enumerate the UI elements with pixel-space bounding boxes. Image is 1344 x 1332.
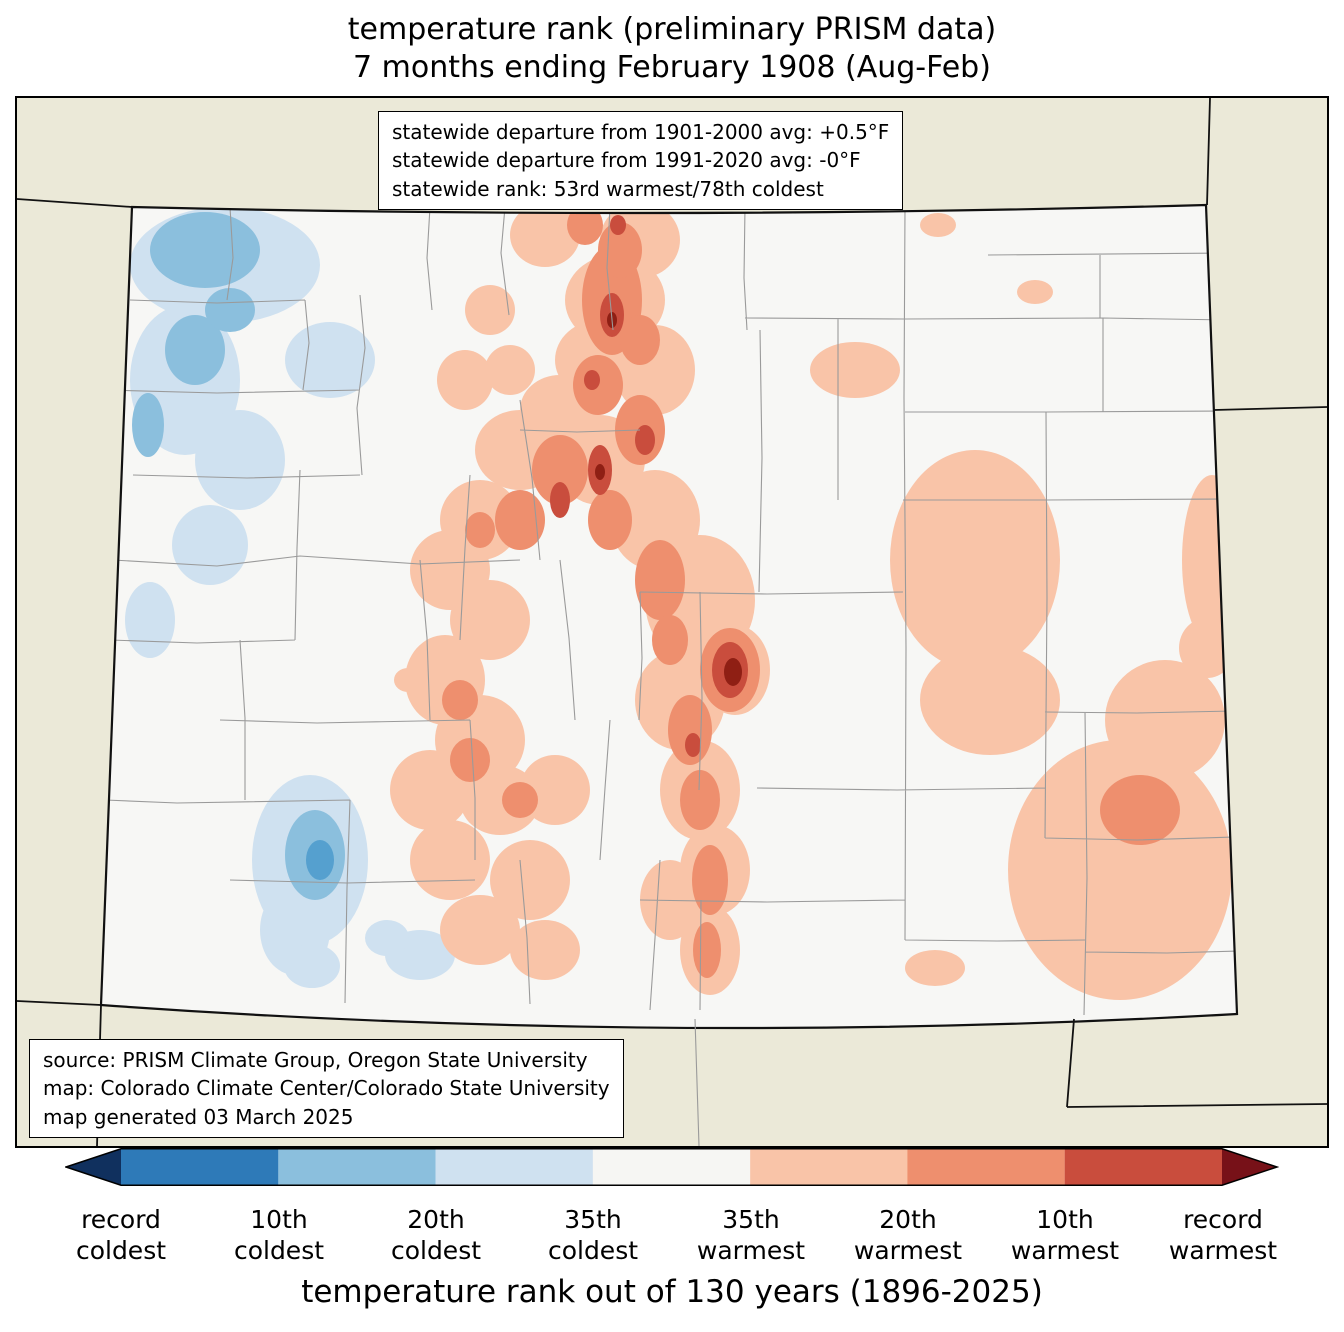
region-cold-mid	[132, 212, 345, 900]
colorbar-segment-20th-coldest	[278, 1148, 436, 1186]
legend-label-35th-warmest: 35th warmest	[696, 1205, 806, 1265]
state-border	[99, 203, 1239, 1030]
county-boundaries	[104, 206, 1237, 1016]
region-cold-dark	[306, 840, 334, 880]
colorbar-segment-10th-coldest	[121, 1148, 279, 1186]
generated-date-line: map generated 03 March 2025	[43, 1104, 354, 1129]
colorbar-arrow-record-coldest	[66, 1148, 121, 1186]
legend-label-20th-coldest: 20th coldest	[390, 1205, 482, 1265]
region-warm-dark	[550, 215, 748, 757]
source-box: source: PRISM Climate Group, Oregon Stat…	[29, 1039, 624, 1139]
legend-title: temperature rank out of 130 years (1896-…	[301, 1274, 1043, 1310]
colorbar-segment-20th-warmest	[907, 1148, 1065, 1186]
neighbor-county-line	[694, 1018, 700, 1146]
colorbar	[65, 1148, 1279, 1186]
colorado-rank-map	[17, 98, 1327, 1146]
legend-label-35th-coldest: 35th coldest	[547, 1205, 639, 1265]
stats-departure-1901-2000: statewide departure from 1901-2000 avg: …	[392, 120, 890, 144]
map-title-line1: temperature rank (preliminary PRISM data…	[347, 12, 997, 47]
neighbor-state-lines	[17, 98, 1327, 1146]
colorbar-segment-10th-warmest	[1064, 1148, 1223, 1186]
legend-label-10th-warmest: 10th warmest	[1010, 1205, 1120, 1265]
colorbar-arrow-record-warmest	[1222, 1148, 1277, 1186]
source-line: source: PRISM Climate Group, Oregon Stat…	[43, 1048, 588, 1072]
colorbar-outline	[65, 1148, 1279, 1186]
legend-label-20th-warmest: 20th warmest	[853, 1205, 963, 1265]
colorbar-segment-35th-coldest	[435, 1148, 593, 1186]
stats-departure-1991-2020: statewide departure from 1991-2020 avg: …	[392, 148, 861, 173]
statewide-stats-box: statewide departure from 1901-2000 avg: …	[378, 111, 904, 211]
map-credit-line: map: Colorado Climate Center/Colorado St…	[43, 1076, 610, 1101]
legend-label-10th-coldest: 10th coldest	[233, 1205, 325, 1265]
stats-rank: statewide rank: 53rd warmest/78th coldes…	[392, 176, 824, 201]
colorbar-segment-middle	[592, 1148, 751, 1186]
colorbar-segment-35th-warmest	[750, 1148, 908, 1186]
legend-label-record-coldest: record coldest	[75, 1205, 167, 1265]
map-title-line2: 7 months ending February 1908 (Aug-Feb)	[353, 50, 991, 85]
map-frame	[15, 96, 1329, 1148]
legend-label-record-warmest: record warmest	[1168, 1205, 1278, 1265]
